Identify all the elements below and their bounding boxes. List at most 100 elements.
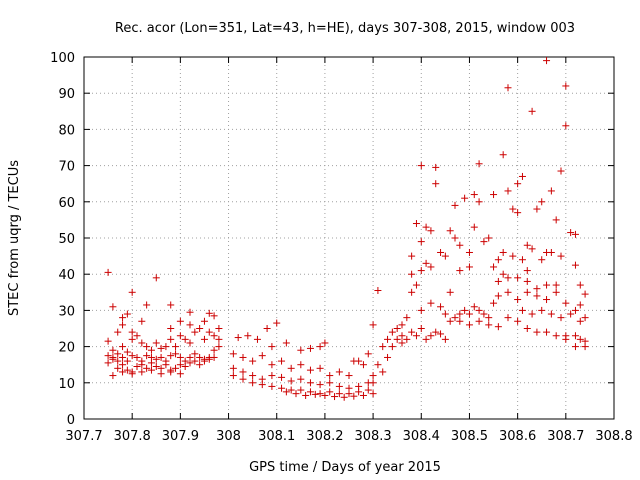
data-point [191,328,199,336]
data-point [552,281,560,289]
data-point [138,339,146,347]
data-point [480,310,488,318]
data-point [437,248,445,256]
data-point [538,306,546,314]
data-point [369,372,377,380]
data-point [104,268,112,276]
data-point [465,248,473,256]
data-point [490,299,498,307]
data-point [133,353,141,361]
data-point [364,350,372,358]
data-point [278,384,286,392]
data-point [167,301,175,309]
data-point [335,368,343,376]
y-tick-label: 50 [58,232,75,247]
data-point [128,328,136,336]
data-point [562,299,570,307]
data-point [514,274,522,282]
x-tick-label: 307.9 [162,429,199,444]
data-point [437,330,445,338]
data-point [475,198,483,206]
data-point [172,343,180,351]
data-point [167,335,175,343]
data-point [485,314,493,322]
data-point [465,310,473,318]
data-point [369,321,377,329]
data-point [557,252,565,260]
data-point [518,306,526,314]
data-point [152,363,160,371]
data-point [210,332,218,340]
data-point [249,357,257,365]
data-point [465,321,473,329]
data-point [504,187,512,195]
data-point [504,274,512,282]
data-point [393,325,401,332]
data-point [388,328,396,336]
data-point [311,390,319,398]
data-point [461,194,469,202]
data-point [441,310,449,318]
data-point [162,361,170,369]
data-point [200,335,208,343]
data-point [533,205,541,213]
data-point [316,364,324,372]
data-point [152,274,160,282]
data-point [119,368,127,376]
x-tick-label: 308.2 [306,429,343,444]
data-point [562,122,570,130]
y-tick-label: 80 [58,123,75,138]
x-tick-label: 307.8 [114,429,151,444]
data-point [176,353,184,361]
data-point [417,267,425,275]
data-point [123,366,131,374]
data-point [562,82,570,90]
y-axis: 0 10 20 30 40 50 60 70 80 90 100 [50,51,614,428]
data-point [412,332,420,340]
x-tick-label: 308.5 [451,429,488,444]
data-point [576,317,584,325]
data-point [494,292,502,300]
data-point [557,167,565,175]
data-point [571,306,579,314]
data-point [571,230,579,238]
data-point [104,352,112,360]
data-point [210,312,218,320]
x-axis-label: GPS time / Days of year 2015 [249,460,441,475]
data-point [157,353,165,361]
data-point [297,361,305,369]
data-point [499,248,507,256]
data-point [485,321,493,329]
data-point [451,234,459,242]
data-point [345,372,353,380]
data-point [470,223,478,231]
data-point [470,303,478,311]
data-point [186,339,194,347]
data-point [215,335,223,343]
x-tick-label: 308.7 [547,429,584,444]
data-point [432,180,440,188]
data-point [504,84,512,92]
data-point [417,238,425,246]
data-point [494,323,502,331]
data-point [456,310,464,318]
data-point [157,370,165,378]
data-point [210,346,218,354]
y-tick-label: 40 [58,268,75,283]
data-point [408,288,416,296]
data-point [567,310,575,318]
data-point [446,317,454,325]
data-point [143,352,151,360]
data-point [287,364,295,372]
data-point [147,366,155,374]
data-point [109,355,117,363]
data-point [359,361,367,369]
data-point [210,353,218,361]
data-point [547,187,555,195]
data-point [359,391,367,399]
data-point [456,317,464,325]
data-point [408,328,416,336]
data-point [427,263,435,271]
data-point [273,319,281,327]
data-point [109,303,117,311]
